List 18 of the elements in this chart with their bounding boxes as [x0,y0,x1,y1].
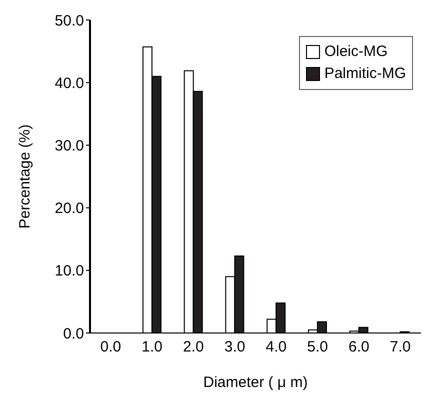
x-tick-label: 3.0 [224,338,246,356]
x-tick-label: 0.0 [100,338,122,356]
y-tick-label: 30.0 [54,138,84,155]
legend-label: Oleic-MG [323,42,389,62]
x-tick-label: 5.0 [307,338,328,356]
legend-label: Palmitic-MG [323,64,406,84]
y-tick-label: 40.0 [54,74,84,92]
x-tick-label: 4.0 [266,338,287,356]
x-tick-label: 1.0 [142,338,162,356]
x-axis-title: Diameter ( μ m) [203,374,308,391]
y-axis-title: Percentage (%) [16,124,34,229]
x-tick-label: 6.0 [348,338,370,356]
x-tick-label: 2.0 [183,338,204,356]
y-tick-label: 0.0 [63,325,84,342]
y-tick-label: 50.0 [54,12,84,30]
y-tick-label: 10.0 [54,262,84,280]
y-tick-label: 20.0 [54,200,84,218]
x-tick-label: 7.0 [390,338,411,356]
